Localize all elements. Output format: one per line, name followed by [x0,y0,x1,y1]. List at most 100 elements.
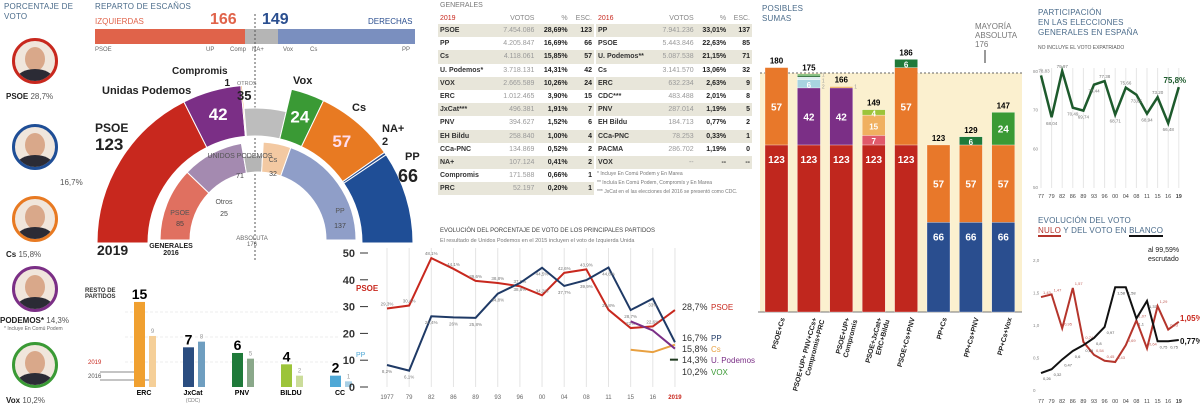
pct-cell: 14,31% [543,66,568,74]
leader-pct: 28,7% [30,92,54,101]
segment-value: 66 [965,232,977,243]
hemicycle-2016-label: Cs [269,157,278,164]
leader-3: PODEMOS* 14,3% * Incluye En Comú Podem [0,266,80,332]
point-label: 26,4% [425,320,438,325]
bloc-party-label: Cs [310,47,318,53]
segment-value-small: 1 [854,85,857,91]
bar-2016-erc [149,335,156,387]
hemicycle-2016-label: GENERALES 2016 [147,243,195,257]
pct-cell: 2,63% [695,76,729,90]
majority-value: 176 [246,242,257,248]
category-label: JxCat [183,390,203,397]
bar-2016-pnv [247,358,254,387]
x-tick-label: 79 [1049,194,1055,200]
center-bloc-bar [245,29,278,44]
avatar-body [17,155,53,167]
party-cell: ERC [596,76,655,90]
point-label: 76,44 [1088,89,1100,94]
point-label: 79,97 [1057,64,1069,69]
bloc-party-label: UP [206,47,215,53]
avatar-face [25,275,45,299]
category-sublabel: (CDC) [186,398,200,404]
point-label: 43,9% [580,262,593,267]
bar-2019-bildu [281,364,292,387]
hemicycle-2016-value: 85 [176,221,184,228]
votes-cell: 5.087.538 [654,50,696,64]
votes-cell: 3.141.570 [662,66,694,74]
year-header: 2016 [598,14,614,22]
votes-cell: 287.014 [654,103,696,117]
hemicycle-2019-label: Compromis [172,66,228,77]
party-cell: EH Bildu [598,119,628,127]
end-series-label: PP [711,334,722,343]
y-tick-label: 70 [1033,108,1039,113]
x-tick-label: 04 [561,395,568,401]
bar-2019-cc [330,375,341,387]
leader-party: PSOE [6,92,29,101]
leader-0: PSOE 28,7% [0,38,80,102]
seats-cell: 32 [742,66,750,74]
segment-value: 57 [771,102,783,113]
stack-segment-compromis [797,75,821,78]
seats-cell: 57 [569,50,594,64]
table-row: Cs 4.118.061 15,85% 57 [438,50,594,64]
avatar-face [25,351,45,375]
stack-total: 180 [770,57,784,66]
bloc-party-label: PP [402,47,411,53]
seat-count: 24 [290,108,309,127]
point-label: 0,97 [1107,330,1116,335]
leader-label: 16,7% [60,178,83,187]
legend-2016: 2016 [88,374,102,380]
table-row: JxCat*** 496.381 1,91% 7 [438,103,594,117]
seats-cell: 8 [746,93,750,101]
votes-cell: 78.253 [654,129,696,143]
end-value-label: 15,8% [682,344,708,354]
x-tick-label: 82 [428,395,435,401]
hemicycle-2019-label: 2 [382,136,388,148]
hemicycle-2019-label: 123 [95,135,123,154]
point-label: 0,69 [1128,338,1137,343]
x-tick-label: 82 [1059,399,1065,405]
party-cell: CDC*** [598,93,622,101]
votes-cell: 258.840 [494,129,537,143]
seats-cell: 123 [569,24,594,38]
pct-header: % [719,14,727,22]
x-tick-label: 77 [1038,194,1044,200]
point-label: 6,1% [404,375,414,380]
x-tick-label: 15 [1155,399,1161,405]
right-bloc-bar [278,29,415,44]
table-title: GENERALES [440,2,483,9]
sums-title: POSIBLES SUMAS [762,4,803,24]
bar-value-2016: 5 [249,352,253,358]
table-row: PSOE 5.443.846 22,63% 85 [596,37,752,50]
point-label: 68,71 [1110,119,1122,124]
leader-2: Cs 15,8% [0,196,80,260]
point-label: 1,57 [1075,281,1084,286]
votes-cell: 483.488 [668,93,694,101]
x-tick-label: 08 [1133,194,1139,200]
nulo-word: NULO [1038,226,1062,237]
point-label: 22,6% [646,319,659,324]
seat-segment-pp [280,147,357,241]
point-label: 33% [648,303,657,308]
x-tick-label: 16 [1165,399,1171,405]
party-cell: VOX [596,155,655,170]
point-label: 0,43 [1117,355,1126,360]
seats-cell: 5 [728,103,752,117]
footnote: *** JxCat en el las elecciones del 2016 … [597,189,738,195]
votes-cell: 286.702 [668,145,694,153]
segment-value: 123 [801,155,818,166]
pct-cell: 0,77% [706,119,727,127]
segment-value: 57 [901,102,913,113]
seats-cell: 15 [584,93,592,101]
party-cell: PP [440,40,450,48]
avatar [12,124,58,170]
party-cell: U. Podemos** [596,50,655,64]
psoe-start-label: PSOE [356,284,379,293]
pct-cell: 10,26% [536,76,570,90]
y-tick-label: 50 [343,248,355,260]
point-label: 1,29 [1160,299,1169,304]
hemicycle-2016-label: PSOE [170,210,190,217]
pct-header: % [561,14,568,22]
category-label: ERC [137,390,152,397]
